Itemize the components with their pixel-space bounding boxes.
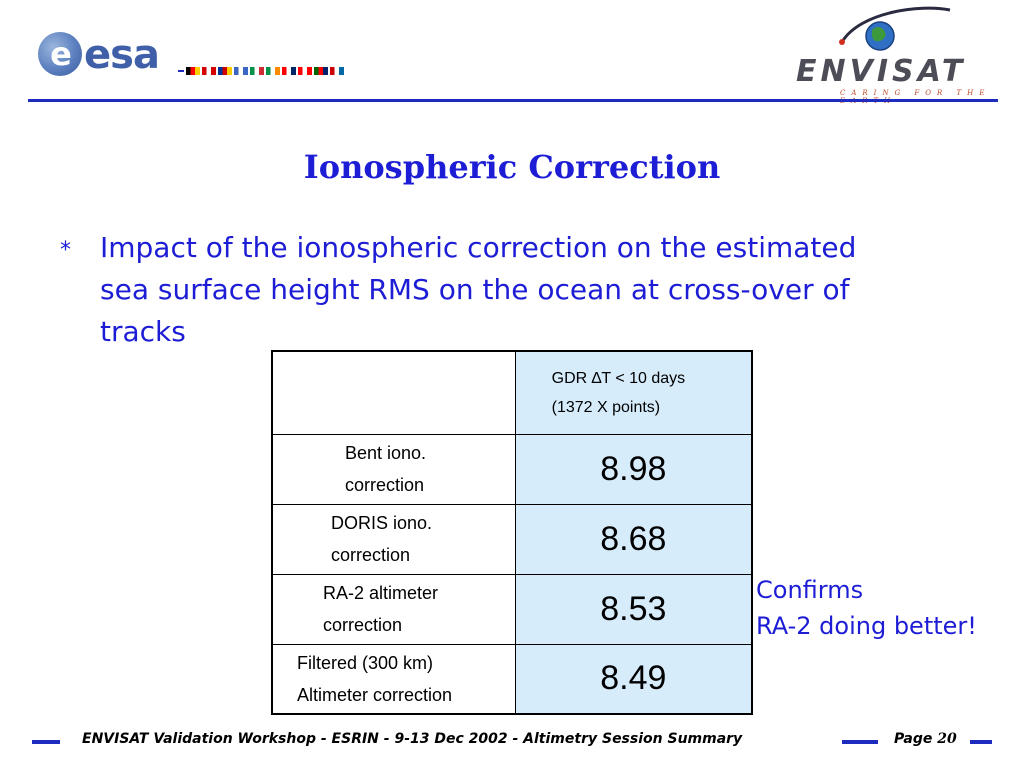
page-label: Page — [894, 731, 933, 747]
flag-separator — [178, 70, 184, 72]
row-label: Bent iono. correction — [271, 433, 516, 505]
row-label: Filtered (300 km) Altimeter correction — [271, 643, 516, 715]
flag-icon — [282, 67, 296, 75]
header-line-2: (1372 X points) — [551, 398, 661, 416]
row-label-line-2: Altimeter correction — [297, 684, 453, 705]
note-line-2: RA-2 doing better! — [756, 612, 977, 640]
header-rule — [28, 99, 998, 102]
flag-icon — [330, 67, 344, 75]
row-label: DORIS iono. correction — [271, 503, 516, 575]
flag-icon — [186, 67, 200, 75]
row-label-line-1: RA-2 altimeter — [323, 583, 439, 603]
row-value: 8.68 — [514, 503, 753, 575]
row-label-line-1: Filtered (300 km) — [297, 652, 434, 673]
flag-icon — [250, 67, 264, 75]
esa-logo-e: e — [50, 35, 72, 73]
member-state-flags — [178, 67, 344, 77]
envisat-globe-icon — [839, 6, 951, 51]
flag-icon — [234, 67, 248, 75]
bullet-text: Impact of the ionospheric correction on … — [100, 231, 857, 348]
footer-dash-right — [970, 740, 992, 744]
confirmation-note: Confirms RA-2 doing better! — [756, 572, 977, 644]
envisat-wordmark: ENVISAT — [796, 54, 967, 89]
row-label-line-2: correction — [331, 545, 411, 565]
footer-dash-left — [32, 740, 60, 744]
envisat-tagline: CARING FOR THE EARTH — [840, 89, 991, 105]
row-value: 8.49 — [514, 643, 753, 715]
header-line-1: GDR ∆T < 10 days — [551, 369, 686, 387]
table-header-row: GDR ∆T < 10 days (1372 X points) — [271, 350, 753, 435]
table-row: Bent iono. correction 8.98 — [271, 433, 753, 505]
row-label: RA-2 altimeter correction — [271, 573, 516, 645]
page-value: 20 — [937, 731, 957, 747]
footer-text: ENVISAT Validation Workshop - ESRIN - 9-… — [82, 731, 743, 747]
slide-title: Ionospheric Correction — [303, 148, 721, 186]
esa-logo-mark — [38, 32, 82, 76]
row-label-line-1: Bent iono. — [345, 443, 427, 463]
esa-logo: e esa — [38, 30, 178, 80]
flag-icon — [218, 67, 232, 75]
flag-icon — [298, 67, 312, 75]
page-number: Page 20 — [894, 731, 957, 747]
table-header-cell: GDR ∆T < 10 days (1372 X points) — [514, 350, 753, 435]
footer-dash-middle — [842, 740, 878, 744]
table-row: RA-2 altimeter correction 8.53 — [271, 573, 753, 645]
row-value: 8.53 — [514, 573, 753, 645]
table-row: DORIS iono. correction 8.68 — [271, 503, 753, 575]
esa-logo-text: esa — [84, 32, 160, 78]
table-corner-cell — [271, 350, 516, 435]
note-line-1: Confirms — [756, 576, 864, 604]
flag-icon — [202, 67, 216, 75]
flag-icon — [266, 67, 280, 75]
flag-icon — [314, 67, 328, 75]
row-value: 8.98 — [514, 433, 753, 505]
row-label-line-1: DORIS iono. — [331, 513, 433, 533]
bullet-marker: * — [60, 238, 71, 263]
table-row: Filtered (300 km) Altimeter correction 8… — [271, 643, 753, 715]
envisat-logo: ENVISAT CARING FOR THE EARTH — [790, 2, 1000, 105]
rms-table: GDR ∆T < 10 days (1372 X points) Bent io… — [271, 350, 753, 715]
row-label-line-2: correction — [323, 615, 403, 635]
row-label-line-2: correction — [345, 475, 425, 495]
